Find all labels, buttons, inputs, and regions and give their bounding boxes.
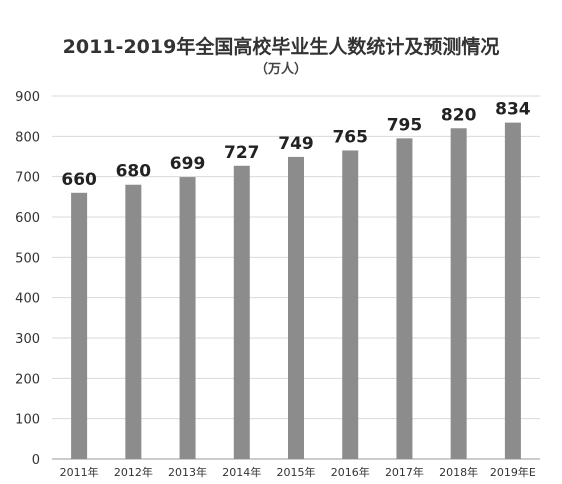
y-tick-label: 900 [15,90,40,105]
bar [450,128,467,459]
data-label: 765 [332,127,368,147]
y-tick-label: 300 [15,332,40,347]
bar [504,122,521,460]
y-tick-label: 800 [15,130,40,145]
x-tick-label: 2012年 [114,465,153,479]
data-label: 820 [441,105,477,125]
bar [125,184,142,459]
x-tick-label: 2014年 [222,465,261,479]
y-tick-label: 400 [15,292,40,307]
y-tick-label: 700 [15,171,40,186]
x-tick-label: 2019年E [490,465,536,479]
x-tick-label: 2018年 [439,465,478,479]
y-tick-label: 500 [15,251,40,266]
chart-subtitle: （万人） [254,62,307,77]
y-tick-label: 600 [15,211,40,226]
x-tick-label: 2011年 [60,465,99,479]
data-label: 680 [116,162,152,182]
x-tick-label: 2017年 [385,465,424,479]
bar [396,138,413,459]
bar [342,150,359,459]
x-tick-label: 2013年 [168,465,207,479]
y-tick-label: 200 [15,372,40,387]
bar [179,177,196,459]
bar [71,192,88,460]
data-label: 699 [170,154,206,174]
chart-title: 2011-2019年全国高校毕业生人数统计及预测情况 [62,36,500,58]
data-label: 795 [387,115,423,135]
x-tick-label: 2016年 [331,465,370,479]
y-tick-label: 100 [15,413,40,428]
y-tick-label: 0 [32,453,40,468]
x-tick-label: 2015年 [277,465,316,479]
bar [288,156,304,460]
data-label: 660 [61,170,97,190]
bar [233,165,250,459]
data-label: 834 [495,100,531,120]
data-label: 727 [224,143,260,163]
data-label: 749 [278,134,314,154]
